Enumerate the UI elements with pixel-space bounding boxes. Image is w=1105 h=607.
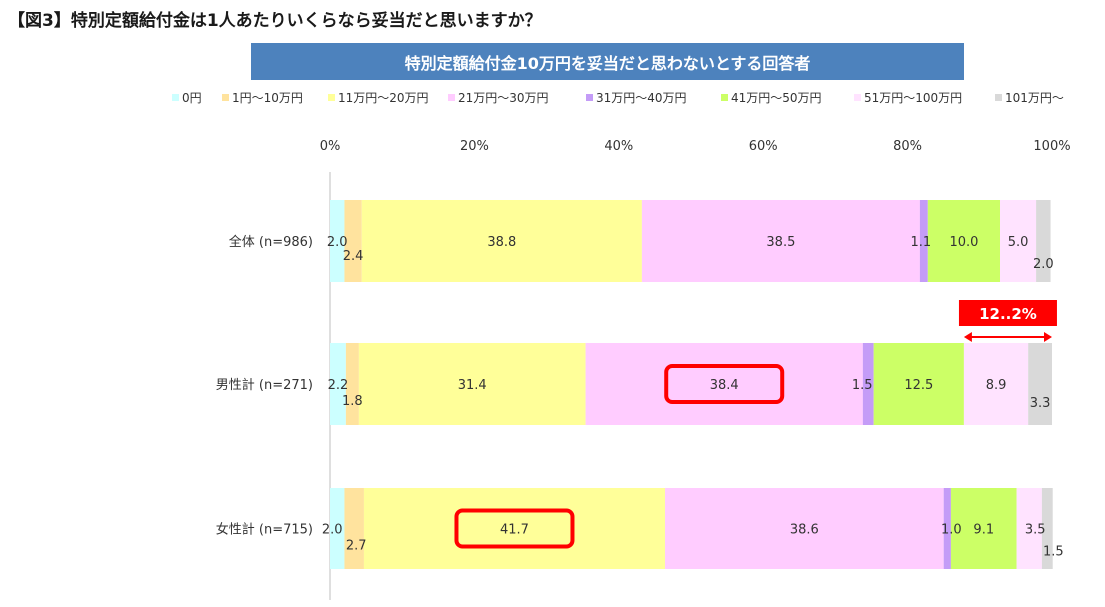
data-labels: 2.02.438.8 38.5 1.1 10.0 5.02.02.21.831.4 38.… <box>322 235 1064 560</box>
range-label: 12..2% <box>979 305 1037 323</box>
bar-segment <box>330 343 346 425</box>
data-label: 38.5 <box>766 235 795 250</box>
data-label: 5.0 <box>1008 235 1029 250</box>
legend-swatch <box>995 94 1002 101</box>
data-label: 38.6 <box>790 523 819 538</box>
range-label-box <box>958 300 1057 326</box>
x-tick-label: 60% <box>749 139 778 154</box>
legend-label: 101万円～ <box>1005 91 1064 105</box>
bar-segment <box>927 200 1001 282</box>
bar-segment <box>1041 488 1053 569</box>
legend: 0円 1円～10万円 11万円～20万円 21万円～30万円 31万円～40万円 41万円… <box>172 91 1064 105</box>
data-label: 10.0 <box>949 235 978 250</box>
category-label: 女性計 (n=715) <box>216 522 313 538</box>
legend-swatch <box>328 94 335 101</box>
legend-label: 0円 <box>182 91 202 105</box>
bar-segment <box>330 488 345 569</box>
data-label: 1.0 <box>941 523 962 538</box>
bar-segment <box>358 343 586 425</box>
bar-segment <box>585 343 863 425</box>
bar-segment <box>330 200 345 282</box>
x-tick-label: 40% <box>604 139 633 154</box>
data-label: 31.4 <box>458 378 487 393</box>
bar-segment <box>919 200 928 282</box>
banner-text: 特別定額給付金10万円を妥当だと思わないとする回答者 <box>404 53 811 73</box>
data-label: 1.5 <box>1043 545 1064 560</box>
legend-label: 1円～10万円 <box>232 91 303 105</box>
data-label: 3.3 <box>1030 396 1051 411</box>
bar-segment <box>950 488 1017 569</box>
bar-segment <box>1036 200 1051 282</box>
bar-segment <box>862 343 874 425</box>
legend-swatch <box>721 94 728 101</box>
bar-segment <box>873 343 964 425</box>
data-label: 12.5 <box>904 378 933 393</box>
bar-segment <box>943 488 951 569</box>
data-label: 3.5 <box>1025 523 1046 538</box>
x-tick-label: 100% <box>1033 139 1070 154</box>
data-label: 8.9 <box>986 378 1007 393</box>
data-label: 1.5 <box>852 378 873 393</box>
range-arrow-head-right <box>1044 332 1052 342</box>
category-labels: 全体 (n=986) 男性計 (n=271) 女性計 (n=715) <box>216 234 313 538</box>
category-label: 男性計 (n=271) <box>216 377 313 393</box>
bar-segment <box>345 343 359 425</box>
data-label: 41.7 <box>500 523 529 538</box>
data-label: 2.7 <box>346 539 367 554</box>
x-tick-label: 0% <box>320 139 341 154</box>
chart-banner: 特別定額給付金10万円を妥当だと思わないとする回答者 <box>251 43 964 80</box>
legend-label: 11万円～20万円 <box>338 91 429 105</box>
legend-label: 51万円～100万円 <box>864 91 962 105</box>
bar-segment <box>1000 200 1037 282</box>
x-tick-label: 20% <box>460 139 489 154</box>
bar-segment <box>1016 488 1042 569</box>
data-label: 9.1 <box>973 523 994 538</box>
data-label: 2.4 <box>343 249 364 264</box>
annotations: 12..2% <box>454 300 1057 549</box>
bar-segment <box>963 343 1029 425</box>
highlight-box <box>664 364 785 404</box>
figure-title: 【図3】特別定額給付金は1人あたりいくらなら妥当だと思いますか？ <box>8 11 542 31</box>
data-label: 2.0 <box>1033 257 1054 272</box>
legend-swatch <box>586 94 593 101</box>
data-label: 2.0 <box>322 523 343 538</box>
legend-swatch <box>222 94 229 101</box>
legend-swatch <box>854 94 861 101</box>
data-label: 38.4 <box>710 378 739 393</box>
data-label: 2.0 <box>327 235 348 250</box>
legend-label: 21万円～30万円 <box>458 91 549 105</box>
data-label: 1.1 <box>911 235 932 250</box>
data-label: 1.8 <box>342 394 363 409</box>
data-label: 38.8 <box>487 235 516 250</box>
x-tick-label: 80% <box>893 139 922 154</box>
bar-segment <box>344 488 364 569</box>
bar-segment <box>1028 343 1052 425</box>
range-arrow-head-left <box>963 332 972 342</box>
highlight-box <box>454 508 575 549</box>
category-label: 全体 (n=986) <box>229 234 313 250</box>
data-label: 2.2 <box>328 378 349 393</box>
bar-segment <box>363 488 666 569</box>
bars <box>330 200 1053 569</box>
bar-segment <box>641 200 920 282</box>
legend-swatch <box>172 94 179 101</box>
bar-segment <box>344 200 362 282</box>
legend-swatch <box>448 94 455 101</box>
bar-segment <box>665 488 944 569</box>
bar-segment <box>361 200 642 282</box>
legend-label: 41万円～50万円 <box>731 91 822 105</box>
legend-label: 31万円～40万円 <box>596 91 687 105</box>
